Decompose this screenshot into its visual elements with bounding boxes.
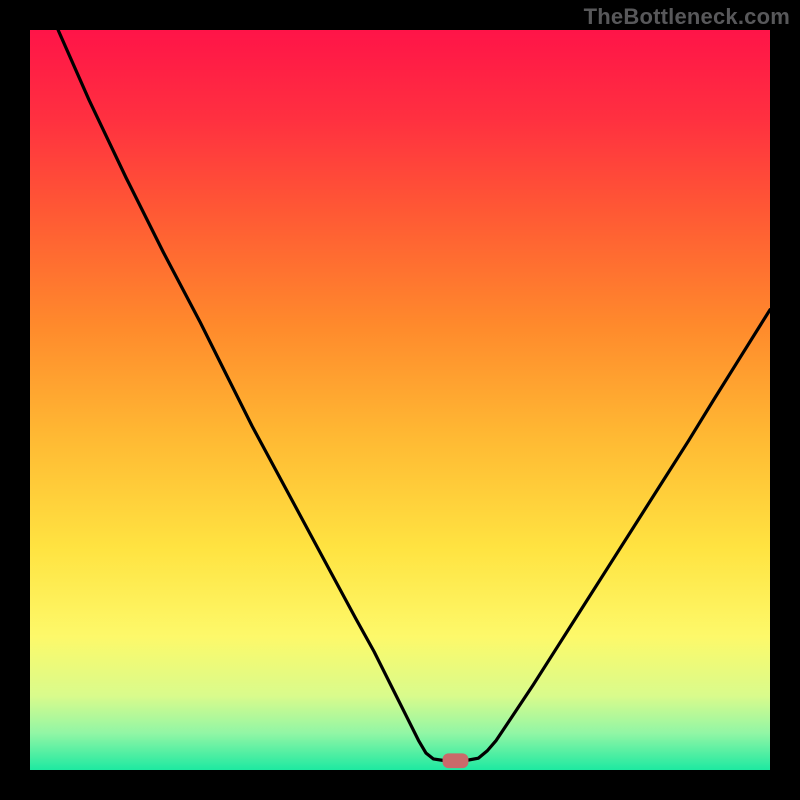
figure-frame: TheBottleneck.com — [0, 0, 800, 800]
watermark-text: TheBottleneck.com — [584, 4, 790, 30]
optimal-marker — [443, 753, 469, 768]
chart-background — [30, 30, 770, 770]
bottleneck-chart — [30, 30, 770, 770]
